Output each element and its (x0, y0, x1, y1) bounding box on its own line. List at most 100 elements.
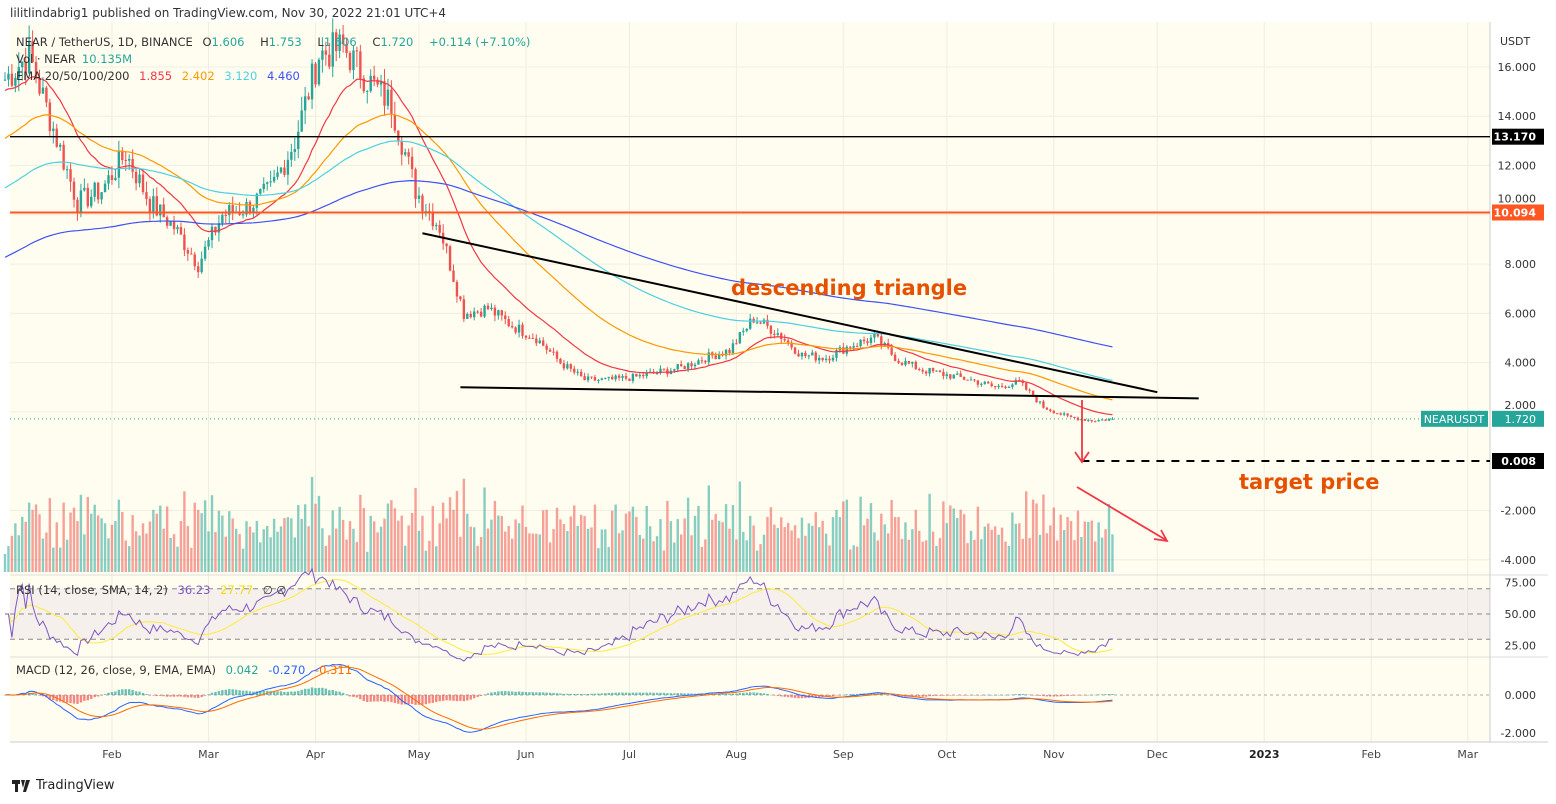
volume-bar (159, 505, 162, 572)
macd-hist-bar (241, 690, 245, 695)
candle-body (1038, 401, 1042, 403)
volume-bar (148, 521, 152, 572)
macd-hist-bar (303, 688, 307, 695)
candle-body (1045, 407, 1049, 410)
volume-bar (76, 521, 79, 572)
volume-bar (738, 481, 742, 572)
candle-body (1011, 384, 1014, 387)
macd-hist-bar (162, 695, 165, 697)
candle-body (24, 61, 27, 74)
macd-tick: -2.000 (1501, 727, 1536, 740)
symbol-legend: NEAR / TetherUS, 1D, BINANCE O1.606 H1.7… (16, 35, 536, 49)
volume-bar (272, 518, 276, 572)
candle-body (852, 345, 855, 348)
candle-body (317, 59, 321, 85)
macd-hist-bar (362, 695, 365, 702)
volume-bar (566, 530, 569, 572)
open-value: 1.606 (211, 35, 245, 49)
candle-body (455, 281, 459, 297)
macd-hist-bar (276, 691, 279, 695)
volume-bar (176, 546, 179, 572)
macd-hist-bar (1028, 694, 1031, 696)
candle-body (524, 335, 528, 338)
candle-body (686, 363, 690, 370)
volume-bar (103, 523, 107, 572)
candle-body (562, 363, 566, 369)
volume-bar (849, 549, 852, 572)
candle-body (797, 353, 800, 357)
volume-bar (48, 498, 52, 572)
volume-bar (583, 516, 586, 572)
candle-body (579, 371, 583, 377)
candle-body (586, 376, 590, 381)
macd-hist-bar (573, 694, 576, 695)
volume-bar (96, 515, 100, 572)
macd-hist-bar (355, 695, 359, 698)
candle-body (1025, 382, 1028, 390)
vol-label: Vol · NEAR (16, 52, 76, 66)
macd-hist-bar (566, 693, 569, 695)
macd-hist-bar (838, 694, 842, 696)
macd-hist-bar (952, 695, 955, 696)
macd-hist-bar (221, 690, 224, 695)
volume-bar (366, 551, 369, 572)
candle-body (452, 270, 455, 282)
volume-bar (328, 535, 331, 572)
volume-bar (704, 539, 707, 572)
macd-hist-bar (800, 695, 804, 699)
volume-bar (648, 526, 652, 572)
volume-bar (493, 500, 497, 572)
candle-body (435, 224, 438, 227)
macd-hist-bar (983, 694, 986, 696)
macd-hist-bar (383, 695, 386, 702)
macd-hist-bar (707, 693, 710, 695)
candles (3, 18, 1114, 423)
macd-hist-bar (935, 695, 938, 696)
candle-body (717, 354, 721, 360)
volume-bar (766, 516, 769, 572)
macd-hist-bar (642, 692, 645, 695)
macd-hist-bar (435, 695, 438, 703)
rsi-sma-line (5, 579, 1113, 655)
volume-bar (224, 536, 227, 572)
volume-bar (128, 546, 131, 572)
volume-bar (79, 494, 83, 572)
volume-bar (1094, 541, 1097, 572)
volume-bar (755, 550, 759, 572)
candle-body (83, 187, 86, 191)
macd-hist-bar (921, 695, 924, 697)
volume-bar (921, 541, 924, 572)
candle-body (728, 349, 731, 353)
candle-body (21, 61, 24, 68)
macd-hist-bar (65, 695, 69, 703)
macd-hist-bar (224, 689, 227, 695)
time-tick: Mar (198, 748, 219, 761)
candle-body (862, 339, 866, 342)
candle-body (438, 224, 441, 233)
candle-body (141, 174, 145, 193)
change-value: +0.114 (+7.10%) (429, 35, 531, 49)
volume-bar (203, 500, 207, 572)
candle-body (255, 193, 259, 208)
time-tick: May (408, 748, 431, 761)
macd-hist-bar (614, 692, 617, 695)
volume-bar (797, 538, 800, 572)
volume-bar (887, 533, 890, 572)
macd-hist-bar (134, 691, 138, 695)
macd-hist-bar (535, 692, 538, 695)
candle-body (1028, 389, 1031, 391)
volume-bar (193, 502, 196, 572)
macd-hist-bar (604, 693, 607, 695)
macd-hist-bar (1111, 693, 1114, 695)
macd-hist-bar (617, 692, 621, 695)
vol-value: 10.135M (81, 52, 133, 66)
candle-body (745, 328, 748, 331)
candle-body (893, 354, 897, 361)
candle-body (824, 358, 828, 360)
candle-body (297, 131, 300, 150)
macd-hist-bar (559, 693, 562, 695)
candle-body (638, 374, 641, 377)
volume-bar (900, 538, 904, 572)
candle-body (542, 340, 545, 346)
